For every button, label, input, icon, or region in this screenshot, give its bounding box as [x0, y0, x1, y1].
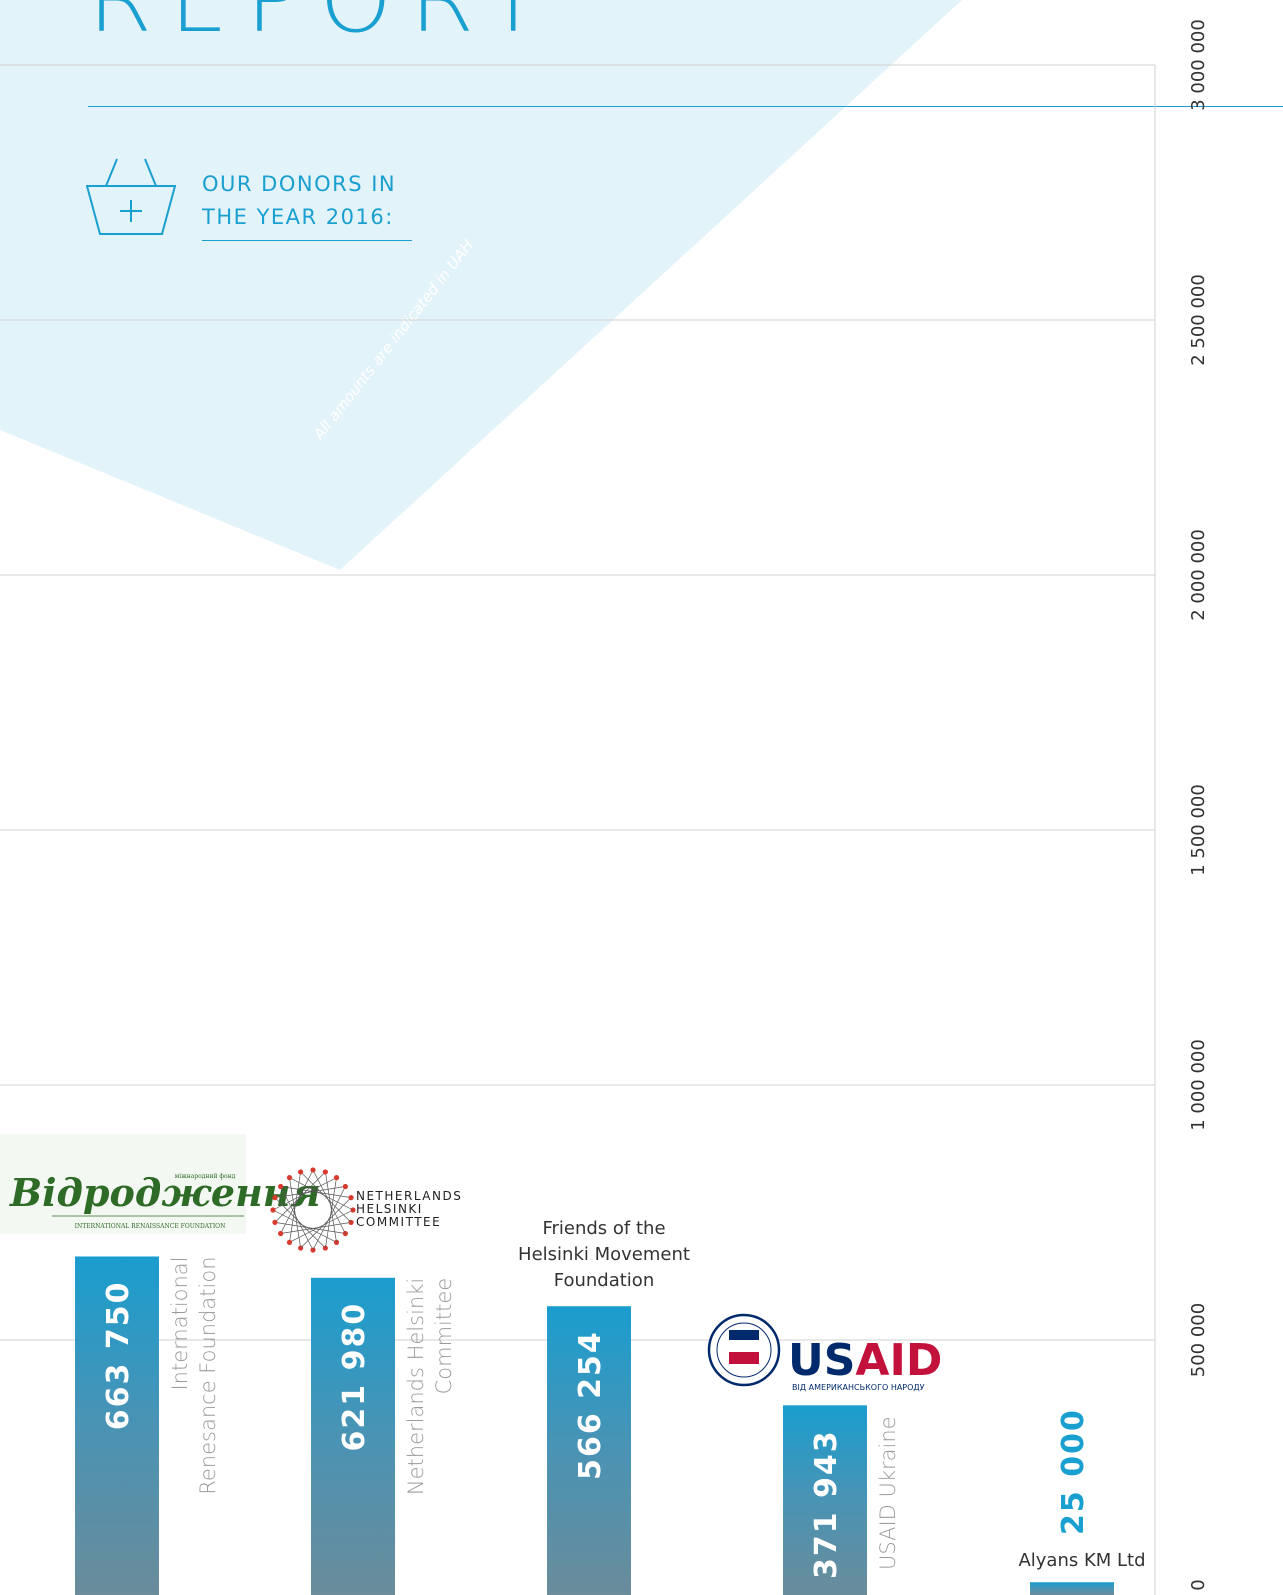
y-tick-label-3: 1 500 000: [1188, 784, 1209, 876]
nhc-logo: NETHERLANDS HELSINKI COMMITTEE: [270, 1167, 462, 1253]
irf-logo-caption: INTERNATIONAL RENAISSANCE FOUNDATION: [75, 1223, 226, 1230]
bar-5: [1030, 1582, 1114, 1595]
bar-value-label-3: 566 254: [573, 1330, 608, 1480]
header-divider: [88, 106, 1283, 107]
bar-value-label-2: 621 980: [337, 1302, 372, 1452]
y-tick-label-4: 2 000 000: [1188, 529, 1209, 621]
usaid-logo-sub: ВІД АМЕРИКАНСЬКОГО НАРОДУ: [792, 1383, 925, 1392]
usaid-logo: USAID ВІД АМЕРИКАНСЬКОГО НАРОДУ: [707, 1313, 942, 1392]
irf-logo-sub: міжнародний фонд: [175, 1173, 236, 1180]
report-heading: REPORT: [88, 0, 559, 46]
irf-logo-name: Відродження: [9, 1170, 321, 1215]
bar-value-label-1: 663 750: [101, 1280, 136, 1430]
nhc-logo-line-2: HELSINKI: [356, 1202, 423, 1216]
nhc-logo-line-1: NETHERLANDS: [356, 1189, 462, 1203]
category-label-2: Netherlands Helsinki Committee: [404, 1278, 456, 1495]
irf-logo: міжнародний фонд Відродження INTERNATION…: [0, 1134, 321, 1234]
nhc-logo-line-3: COMMITTEE: [356, 1215, 441, 1229]
y-tick-label-6: 3 000 000: [1188, 19, 1209, 111]
category-label-5: Alyans KM Ltd: [1018, 1550, 1145, 1571]
y-tick-label-0: 0: [1188, 1579, 1209, 1590]
nhc-emblem-icon: [270, 1167, 356, 1253]
y-tick-label-2: 1 000 000: [1188, 1039, 1209, 1131]
category-label-4: USAID Ukraine: [876, 1416, 900, 1570]
bar-2: [311, 1277, 395, 1595]
bar-3: [547, 1306, 631, 1595]
bar-value-label-5: 25 000: [1056, 1408, 1091, 1535]
bar-value-label-4: 371 943: [809, 1429, 844, 1579]
usaid-seal-icon: [729, 1330, 759, 1340]
category-label-3: Friends of the Helsinki Movement Foundatio…: [518, 1218, 690, 1291]
category-label-1: International Renesance Foundation: [168, 1256, 220, 1494]
section-title: OUR DONORS IN THE YEAR 2016:: [202, 168, 412, 241]
bar-4: [783, 1405, 867, 1595]
bars: 663 750 International Renesance Foundation…: [75, 1218, 1146, 1595]
y-tick-label-5: 2 500 000: [1188, 274, 1209, 366]
usaid-logo-name: USAID: [788, 1335, 942, 1386]
bar-1: [75, 1256, 159, 1595]
y-tick-label-1: 500 000: [1188, 1303, 1209, 1377]
y-axis: 0 500 000 1 000 000 1 500 000 2 000 000 2 500…: [1154, 19, 1209, 1595]
basket-plus-icon: [86, 158, 176, 235]
